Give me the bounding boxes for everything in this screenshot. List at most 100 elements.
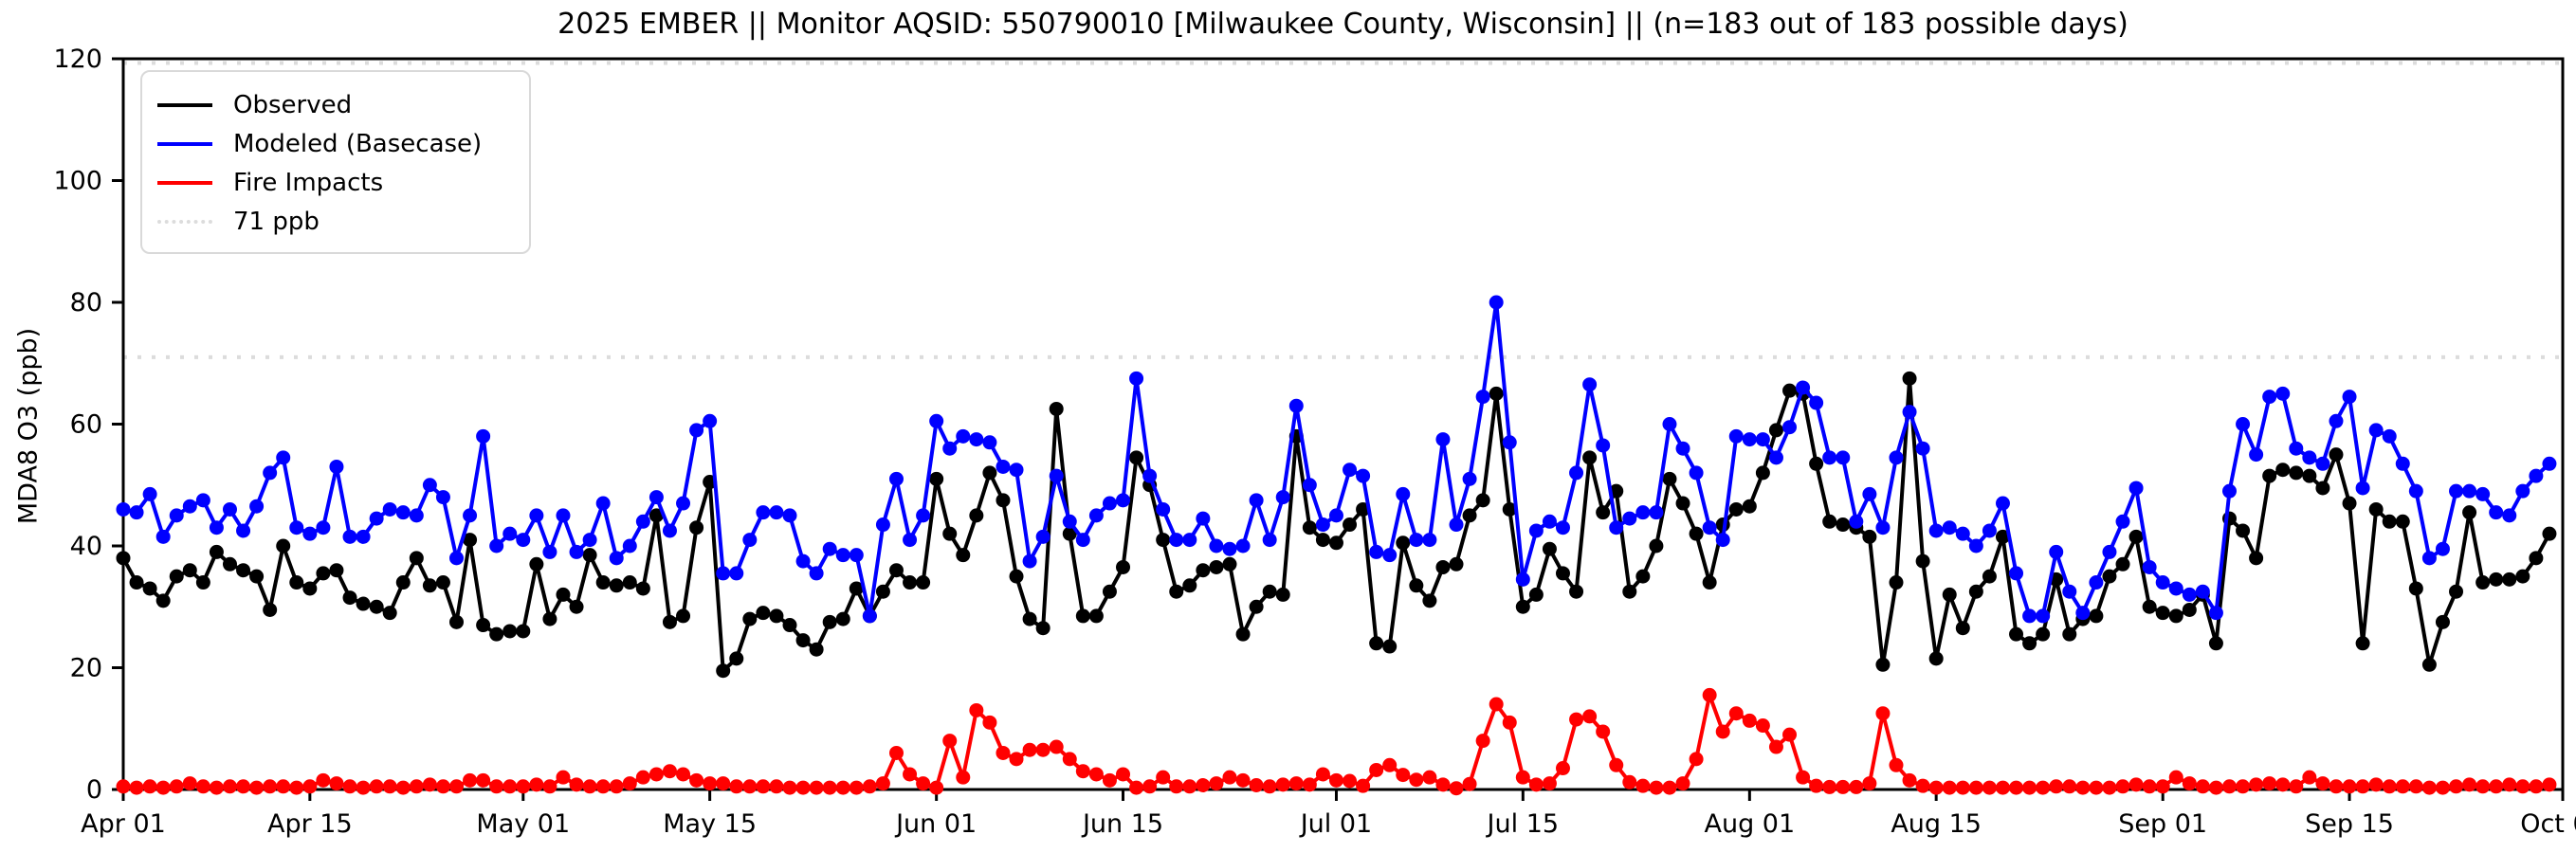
data-point: [649, 490, 664, 505]
data-point: [2382, 514, 2397, 529]
data-point: [1222, 541, 1237, 556]
data-point: [875, 584, 890, 599]
data-point: [756, 505, 771, 520]
data-point: [1196, 511, 1211, 526]
data-point: [2089, 608, 2104, 624]
data-point: [169, 779, 184, 794]
data-point: [1422, 593, 1437, 608]
data-point: [2476, 486, 2491, 501]
data-point: [1796, 770, 1811, 785]
data-point: [409, 508, 424, 523]
data-point: [1622, 584, 1637, 599]
data-point: [2262, 390, 2277, 405]
data-point: [2462, 777, 2477, 792]
legend-label: Modeled (Basecase): [233, 129, 483, 158]
data-point: [903, 533, 918, 548]
data-point: [2022, 780, 2037, 795]
data-point: [595, 575, 611, 590]
data-point: [489, 538, 504, 554]
data-point: [2355, 779, 2370, 794]
data-point: [2368, 423, 2384, 438]
data-point: [1009, 569, 1024, 584]
data-point: [942, 734, 958, 749]
y-tick-label: 80: [70, 288, 102, 318]
data-point: [1075, 608, 1090, 624]
data-point: [1502, 501, 1517, 517]
y-tick-label: 100: [53, 167, 102, 196]
y-tick-label: 60: [70, 410, 102, 440]
data-point: [529, 556, 544, 572]
data-point: [1742, 432, 1757, 447]
data-point: [1889, 757, 1904, 772]
data-point: [116, 551, 131, 566]
data-point: [2036, 780, 2051, 795]
data-point: [1062, 514, 1077, 529]
data-point: [2502, 777, 2517, 792]
data-point: [1702, 520, 1717, 535]
data-point: [1582, 377, 1598, 392]
data-point: [302, 779, 318, 794]
data-point: [1302, 777, 1317, 792]
data-point: [1755, 465, 1770, 481]
data-point: [1822, 779, 1837, 794]
data-point: [2142, 599, 2157, 614]
data-point: [1782, 420, 1798, 435]
data-point: [956, 548, 971, 563]
data-point: [1182, 533, 1197, 548]
data-point: [662, 523, 677, 538]
data-point: [1702, 575, 1717, 590]
data-point: [222, 556, 237, 572]
data-point: [969, 702, 984, 717]
fire-line-swatch: [157, 180, 212, 185]
data-point: [529, 508, 544, 523]
data-point: [1142, 779, 1158, 794]
data-point: [1982, 780, 1997, 795]
data-point: [795, 780, 811, 795]
data-point: [635, 514, 650, 529]
data-point: [463, 533, 478, 548]
data-point: [849, 548, 864, 563]
data-point: [2342, 779, 2357, 794]
data-point: [2155, 606, 2170, 621]
data-point: [1102, 584, 1117, 599]
data-point: [2208, 636, 2223, 651]
data-point: [1369, 636, 1384, 651]
data-point: [129, 575, 144, 590]
y-tick-label: 40: [70, 532, 102, 561]
data-point: [2408, 581, 2423, 596]
data-point: [1995, 496, 2010, 511]
data-point: [835, 611, 850, 626]
data-point: [1422, 533, 1437, 548]
data-point: [2208, 606, 2223, 621]
x-tick-label: May 01: [476, 809, 570, 839]
data-point: [2368, 501, 2384, 517]
data-point: [169, 508, 184, 523]
data-point: [2115, 556, 2130, 572]
data-point: [1649, 780, 1664, 795]
data-point: [289, 780, 304, 795]
data-point: [2515, 483, 2530, 499]
data-point: [622, 575, 637, 590]
data-point: [1528, 523, 1544, 538]
data-point: [422, 777, 437, 792]
data-point: [1449, 556, 1464, 572]
data-point: [1768, 739, 1783, 754]
data-point: [849, 581, 864, 596]
data-point: [1169, 584, 1184, 599]
data-point: [1555, 520, 1570, 535]
data-point: [916, 508, 931, 523]
data-point: [1129, 450, 1144, 465]
data-point: [1022, 611, 1037, 626]
data-point: [155, 780, 171, 795]
data-point: [1569, 712, 1584, 727]
data-point: [1262, 779, 1277, 794]
data-point: [395, 780, 411, 795]
data-point: [409, 551, 424, 566]
data-point: [1555, 566, 1570, 581]
data-point: [422, 578, 437, 593]
data-point: [1182, 779, 1197, 794]
data-point: [1075, 764, 1090, 779]
data-point: [1102, 496, 1117, 511]
data-point: [1382, 757, 1398, 772]
data-point: [862, 608, 877, 624]
